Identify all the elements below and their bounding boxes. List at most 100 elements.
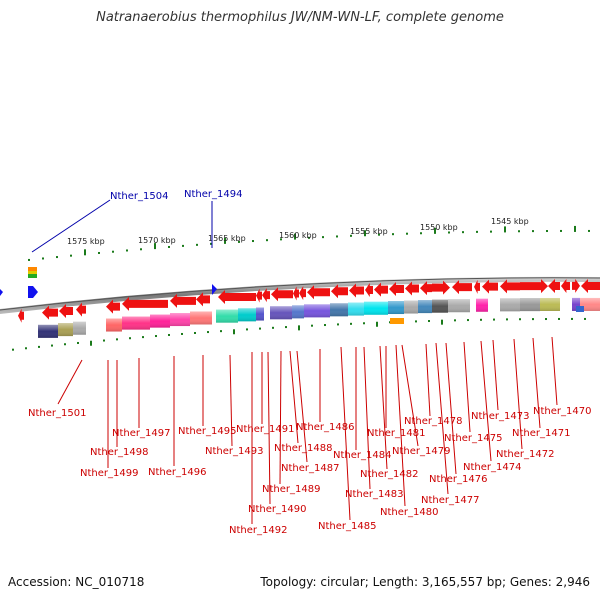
scale-tick bbox=[378, 233, 380, 236]
annotation-shade bbox=[540, 297, 560, 311]
annotation-shade bbox=[418, 300, 432, 314]
annotation-shade bbox=[520, 298, 540, 312]
gene-label[interactable]: Nther_1479 bbox=[392, 446, 450, 457]
gene-label[interactable]: Nther_1474 bbox=[463, 462, 521, 473]
scale-tick bbox=[103, 339, 105, 342]
annotation-shade bbox=[348, 302, 364, 316]
scale-tick bbox=[70, 254, 72, 257]
leader-line bbox=[492, 339, 499, 411]
scale-tick bbox=[168, 245, 170, 248]
scale-tick bbox=[532, 230, 534, 233]
annotation-shade bbox=[448, 299, 470, 313]
scale-label: 1550 kbp bbox=[420, 223, 458, 232]
gene-label[interactable]: Nther_1473 bbox=[471, 411, 529, 422]
scale-tick bbox=[140, 248, 142, 251]
gene-label[interactable]: Nther_1499 bbox=[80, 468, 138, 479]
gene-arrow-track bbox=[18, 278, 600, 323]
scale-tick bbox=[25, 347, 27, 350]
scale-tick bbox=[207, 331, 209, 334]
scale-tick bbox=[434, 227, 436, 234]
scale-tick bbox=[12, 348, 14, 351]
scale-tick bbox=[571, 317, 573, 320]
gene-label[interactable]: Nther_1485 bbox=[318, 521, 376, 532]
gene-label[interactable]: Nther_1486 bbox=[296, 422, 354, 433]
gene-label[interactable]: Nther_1483 bbox=[345, 489, 403, 500]
gene-label[interactable]: Nther_1471 bbox=[512, 428, 570, 439]
scale-tick bbox=[467, 319, 469, 322]
annotation-shade bbox=[500, 298, 520, 312]
leader-line bbox=[445, 342, 457, 475]
gene-arrow bbox=[196, 292, 210, 307]
annotation-shade bbox=[270, 306, 292, 320]
genome-summary-text: Topology: circular; Length: 3,165,557 bp… bbox=[260, 575, 590, 589]
scale-tick bbox=[490, 230, 492, 233]
scale-tick bbox=[220, 330, 222, 333]
scale-tick bbox=[84, 249, 86, 256]
scale-ticks bbox=[28, 225, 590, 261]
scale-tick bbox=[168, 333, 170, 336]
annotation-shade bbox=[364, 301, 388, 315]
scale-tick bbox=[493, 318, 495, 321]
feature-label-nther-1504[interactable]: Nther_1504 bbox=[110, 191, 168, 202]
gene-label[interactable]: Nther_1497 bbox=[112, 428, 170, 439]
gene-arrow bbox=[18, 308, 24, 323]
blue-feature-arrow[interactable] bbox=[28, 286, 38, 298]
gene-label[interactable]: Nther_1495 bbox=[178, 426, 236, 437]
scale-tick bbox=[504, 226, 506, 233]
gene-label[interactable]: Nther_1484 bbox=[333, 450, 391, 461]
scale-tick bbox=[588, 229, 590, 232]
gene-label[interactable]: Nther_1472 bbox=[496, 449, 554, 460]
scale-label: 1565 kbp bbox=[208, 234, 246, 243]
gene-label[interactable]: Nther_1496 bbox=[148, 467, 206, 478]
gene-label[interactable]: Nther_1501 bbox=[28, 408, 86, 419]
scale-tick bbox=[322, 236, 324, 239]
scale-tick bbox=[194, 331, 196, 334]
scale-tick bbox=[308, 236, 310, 239]
gene-leaders bbox=[57, 336, 558, 524]
gene-arrow bbox=[432, 280, 450, 295]
scale-label: 1555 kbp bbox=[350, 227, 388, 236]
gene-label[interactable]: Nther_1476 bbox=[429, 474, 487, 485]
scale-tick bbox=[350, 322, 352, 325]
gene-label[interactable]: Nther_1489 bbox=[262, 484, 320, 495]
gene-label[interactable]: Nther_1482 bbox=[360, 469, 418, 480]
gene-arrow bbox=[374, 282, 388, 297]
gene-arrow bbox=[76, 302, 86, 317]
genome-backbone-edge bbox=[0, 277, 600, 311]
gene-label[interactable]: Nther_1490 bbox=[248, 504, 306, 515]
scale-tick bbox=[38, 345, 40, 348]
feature-label-nther-1494[interactable]: Nther_1494 bbox=[184, 189, 242, 200]
annotation-cell bbox=[576, 306, 584, 312]
annotation-shade bbox=[122, 316, 150, 330]
gene-label[interactable]: Nther_1478 bbox=[404, 416, 462, 427]
gene-label[interactable]: Nther_1491 bbox=[236, 424, 294, 435]
scale-tick bbox=[246, 328, 248, 331]
gene-label[interactable]: Nther_1488 bbox=[274, 443, 332, 454]
scale-tick bbox=[272, 326, 274, 329]
gene-arrow bbox=[420, 281, 432, 296]
gene-label[interactable]: Nther_1493 bbox=[205, 446, 263, 457]
blue-feature-arrow[interactable] bbox=[0, 289, 3, 296]
annotation-shade bbox=[580, 297, 600, 311]
gene-arrow bbox=[389, 282, 404, 297]
scale-tick bbox=[98, 251, 100, 254]
gene-label[interactable]: Nther_1477 bbox=[421, 495, 479, 506]
scale-tick bbox=[546, 230, 548, 233]
gene-label[interactable]: Nther_1498 bbox=[90, 447, 148, 458]
annotation-shade bbox=[106, 318, 122, 332]
gene-label[interactable]: Nther_1470 bbox=[533, 406, 591, 417]
gene-label[interactable]: Nther_1475 bbox=[444, 433, 502, 444]
scale-tick bbox=[51, 344, 53, 347]
blue-feature-arrow[interactable] bbox=[212, 284, 217, 295]
scale-tick bbox=[266, 239, 268, 242]
gene-label[interactable]: Nther_1492 bbox=[229, 525, 287, 536]
gene-label[interactable]: Nther_1480 bbox=[380, 507, 438, 518]
feature-block bbox=[28, 274, 37, 278]
scale-tick bbox=[181, 332, 183, 335]
leader-line bbox=[480, 340, 492, 462]
gene-label[interactable]: Nther_1481 bbox=[367, 428, 425, 439]
scale-tick bbox=[116, 338, 118, 341]
gene-label[interactable]: Nther_1487 bbox=[281, 463, 339, 474]
scale-tick bbox=[518, 230, 520, 233]
scale-tick bbox=[476, 230, 478, 233]
